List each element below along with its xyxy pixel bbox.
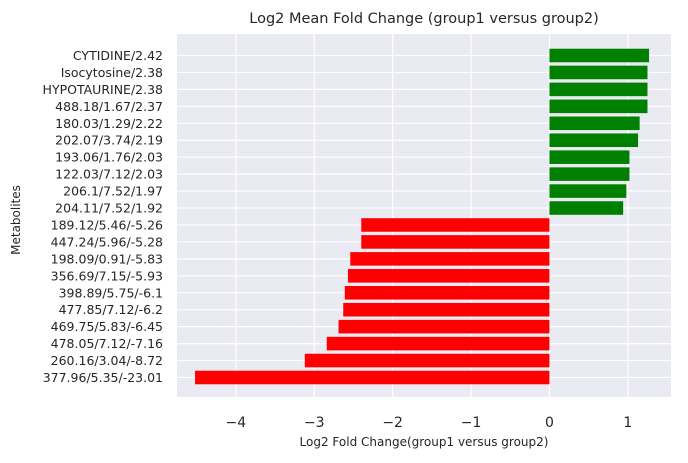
bar-positive xyxy=(549,48,650,63)
y-tick-label: 204.11/7.52/1.92 xyxy=(55,201,163,216)
y-tick-label: Isocytosine/2.38 xyxy=(61,65,163,80)
bar-positive xyxy=(549,65,648,80)
y-tick-label: 122.03/7.12/2.03 xyxy=(55,167,163,182)
bar-negative xyxy=(326,336,550,351)
bar-positive xyxy=(549,201,624,215)
y-tick-label: 180.03/1.29/2.22 xyxy=(55,116,163,131)
x-tick-label: 1 xyxy=(623,415,632,431)
y-tick-label: 398.89/5.75/-6.1 xyxy=(59,285,163,300)
chart-title: Log2 Mean Fold Change (group1 versus gro… xyxy=(249,11,598,27)
y-axis-label: Metabolites xyxy=(9,185,23,255)
bars xyxy=(195,48,650,385)
bar-positive xyxy=(549,167,630,181)
bar-negative xyxy=(344,285,550,300)
y-tick-label: 447.24/5.96/-5.28 xyxy=(51,234,163,249)
x-tick-labels: −4 −3 −2 −1 0 1 xyxy=(225,415,632,431)
x-tick-label: −4 xyxy=(225,415,246,431)
bar-negative xyxy=(195,370,550,385)
y-tick-label: 193.06/1.76/2.03 xyxy=(55,150,163,165)
bar-negative xyxy=(347,269,550,283)
y-tick-label: 477.85/7.12/-6.2 xyxy=(59,302,163,317)
bar-negative xyxy=(304,353,550,368)
y-tick-label: 478.05/7.12/-7.16 xyxy=(51,336,163,351)
y-tick-label: 206.1/7.52/1.97 xyxy=(63,184,163,199)
bar-positive xyxy=(549,184,627,198)
y-tick-label: 488.18/1.67/2.37 xyxy=(55,99,163,114)
bar-negative xyxy=(343,302,550,317)
bar-negative xyxy=(361,218,550,232)
y-tick-label: 189.12/5.46/-5.26 xyxy=(51,217,163,232)
y-tick-label: 202.07/3.74/2.19 xyxy=(55,133,163,148)
y-tick-label: CYTIDINE/2.42 xyxy=(73,48,163,63)
y-tick-label: HYPOTAURINE/2.38 xyxy=(43,82,163,97)
x-tick-label: 0 xyxy=(545,415,554,431)
x-axis-label: Log2 Fold Change(group1 versus group2) xyxy=(300,435,549,449)
bar-negative xyxy=(350,252,550,266)
bar-negative xyxy=(361,235,550,249)
y-tick-label: 198.09/0.91/-5.83 xyxy=(51,251,163,266)
bar-positive xyxy=(549,82,648,97)
y-tick-label: 356.69/7.15/-5.93 xyxy=(51,268,163,283)
bar-positive xyxy=(549,133,639,148)
y-tick-label: 469.75/5.83/-6.45 xyxy=(51,319,163,334)
bar-positive xyxy=(549,150,630,164)
y-tick-label: 260.16/3.04/-8.72 xyxy=(51,353,163,368)
bar-negative xyxy=(338,319,550,334)
y-tick-labels: CYTIDINE/2.42 Isocytosine/2.38 HYPOTAURINE… xyxy=(43,48,163,385)
x-tick-label: −2 xyxy=(382,415,403,431)
y-tick-label: 377.96/5.35/-23.01 xyxy=(43,370,163,385)
x-tick-label: −1 xyxy=(461,415,482,431)
x-tick-label: −3 xyxy=(304,415,325,431)
bar-positive xyxy=(549,99,648,114)
bar-positive xyxy=(549,116,640,131)
